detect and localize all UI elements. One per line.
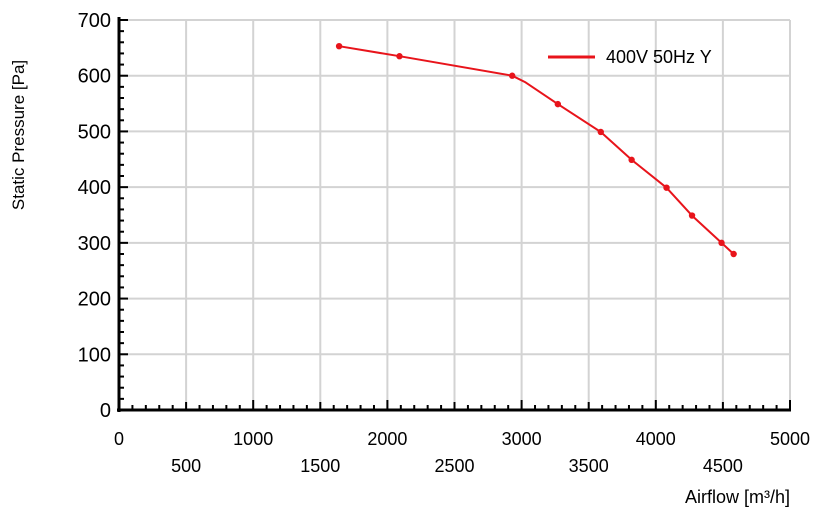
x-tick-label: 4000 [636, 429, 676, 449]
x-tick-label-secondary: 500 [171, 456, 201, 476]
y-tick-label: 300 [78, 233, 111, 255]
data-point [689, 212, 695, 218]
y-tick-label: 400 [78, 177, 111, 199]
y-tick-label: 600 [78, 66, 111, 88]
data-point [336, 43, 342, 49]
y-tick-label: 200 [78, 289, 111, 311]
x-tick-label-secondary: 2500 [434, 456, 474, 476]
y-tick-label: 700 [78, 10, 111, 32]
data-point [663, 185, 669, 191]
legend: 400V 50Hz Y [548, 47, 712, 67]
data-point [628, 157, 634, 163]
legend-label-series-1: 400V 50Hz Y [606, 47, 712, 67]
x-tick-label-secondary: 3500 [569, 456, 609, 476]
x-tick-label-secondary: 4500 [703, 456, 743, 476]
data-point [509, 73, 515, 79]
y-axis-label: Static Pressure [Pa] [9, 60, 28, 210]
series-line-1 [339, 46, 733, 254]
data-point [555, 101, 561, 107]
x-tick-label: 0 [114, 429, 124, 449]
data-point [718, 240, 724, 246]
data-point [730, 251, 736, 257]
y-tick-label: 0 [100, 400, 111, 422]
x-axis-label: Airflow [m³/h] [685, 487, 790, 507]
data-point [598, 129, 604, 135]
data-point [396, 53, 402, 59]
y-tick-label: 100 [78, 344, 111, 366]
x-tick-label: 3000 [502, 429, 542, 449]
y-tick-label: 500 [78, 121, 111, 143]
x-tick-label: 1000 [233, 429, 273, 449]
x-tick-label: 5000 [770, 429, 810, 449]
x-tick-label-secondary: 1500 [300, 456, 340, 476]
x-tick-label: 2000 [367, 429, 407, 449]
